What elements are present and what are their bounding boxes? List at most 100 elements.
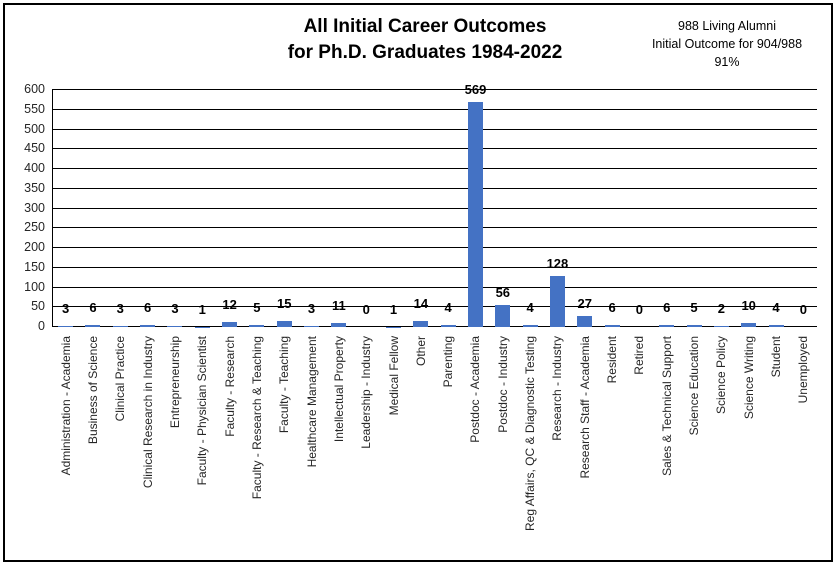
- bar-value-label: 1: [198, 301, 206, 317]
- x-category-label: Parenting: [441, 336, 456, 388]
- bar: [58, 325, 74, 327]
- bar-value-label: 5: [253, 300, 261, 316]
- y-tick-label: 400: [24, 161, 45, 175]
- bar: [604, 324, 620, 327]
- gridline: [52, 128, 817, 130]
- y-tick-label: 100: [24, 279, 45, 294]
- x-category-label: Unemployed: [796, 336, 811, 404]
- y-tick-label: 450: [24, 141, 45, 156]
- bar: [467, 102, 483, 327]
- bar: [249, 325, 265, 327]
- gridline: [52, 286, 817, 288]
- chart-frame: All Initial Career Outcomes for Ph.D. Gr…: [3, 3, 833, 562]
- bar: [577, 316, 593, 327]
- bar: [549, 276, 565, 327]
- x-category-label: Sales & Technical Support: [659, 336, 674, 476]
- bar-value-label: 0: [799, 302, 807, 317]
- y-tick-label: 250: [24, 220, 45, 235]
- y-axis-line: [52, 90, 53, 327]
- bar: [413, 321, 429, 327]
- bar-value-label: 27: [577, 296, 592, 312]
- bar: [140, 324, 156, 327]
- x-category-label: Postdoc - Academia: [468, 336, 483, 443]
- x-category-label: Research Staff - Academia: [577, 336, 592, 479]
- bar-value-label: 11: [332, 297, 346, 313]
- x-category-label: Reg Affairs, QC & Diagnostic Testing: [523, 336, 538, 531]
- gridline: [52, 148, 817, 150]
- bar-value-label: 3: [116, 300, 124, 316]
- bar-value-label: 10: [741, 298, 756, 314]
- x-category-label: Leadership - Industry: [359, 336, 374, 449]
- bar-value-label: 569: [464, 82, 487, 98]
- bar-value-label: 14: [413, 296, 429, 312]
- gridline: [52, 266, 817, 268]
- bar: [85, 324, 101, 327]
- x-category-label: Science Policy: [714, 336, 729, 415]
- bar: [659, 324, 675, 327]
- annotation-line-3: 91%: [714, 55, 740, 69]
- y-tick-label: 50: [31, 299, 45, 314]
- bar-value-label: 12: [222, 297, 237, 313]
- bar: [331, 322, 347, 327]
- bar-value-label: 5: [690, 300, 698, 316]
- chart-annotation: 988 Living Alumni Initial Outcome for 90…: [627, 17, 827, 71]
- x-category-label: Science Writing: [741, 336, 756, 420]
- gridline: [52, 187, 817, 189]
- gridline: [52, 207, 817, 209]
- bar-value-label: 2: [717, 301, 725, 317]
- gridline: [52, 247, 817, 248]
- bar-value-label: 0: [635, 302, 644, 317]
- x-axis-line: [52, 326, 817, 327]
- bar-value-label: 4: [444, 300, 452, 316]
- x-category-label: Retired: [632, 336, 647, 375]
- y-tick-label: 200: [24, 240, 45, 254]
- chart-title-line-2: for Ph.D. Graduates 1984-2022: [287, 42, 563, 63]
- y-tick-label: 550: [24, 101, 45, 116]
- y-tick-label: 300: [24, 200, 45, 215]
- x-category-label: Student: [769, 336, 784, 378]
- x-category-label: Business of Science: [85, 336, 100, 445]
- x-category-label: Faculty - Research & Teaching: [249, 336, 264, 500]
- bar-value-label: 3: [171, 300, 179, 316]
- y-tick-label: 0: [38, 319, 45, 333]
- annotation-line-1: 988 Living Alumni: [678, 19, 776, 33]
- bar: [440, 325, 456, 327]
- bar: [222, 322, 238, 327]
- bar-value-label: 4: [526, 300, 534, 316]
- x-category-label: Postdoc - Industry: [495, 336, 510, 433]
- bar: [495, 304, 511, 327]
- y-tick-label: 350: [24, 180, 45, 195]
- bar: [112, 325, 128, 327]
- x-category-label: Faculty - Research: [222, 336, 237, 437]
- annotation-line-2: Initial Outcome for 904/988: [651, 37, 803, 51]
- plot-area: 600 550 500 450 400 350 300 250 200 150 100 50 0 3 Adm…: [5, 5, 831, 560]
- y-tick-label: 600: [24, 82, 45, 96]
- x-category-label: Resident: [605, 336, 620, 384]
- bar-value-label: 6: [89, 299, 97, 315]
- x-category-label: Faculty - Teaching: [277, 336, 292, 434]
- x-category-label: Medical Fellow: [386, 336, 401, 416]
- bar: [741, 323, 757, 327]
- x-category-label: Healthcare Management: [304, 336, 319, 468]
- x-category-label: Other: [413, 336, 428, 367]
- chart-title: All Initial Career Outcomes for Ph.D. Gr…: [175, 14, 675, 66]
- x-category-label: Research - Industry: [550, 336, 565, 441]
- x-category-label: Faculty - Physician Scientist: [195, 336, 210, 486]
- bar-value-label: 6: [144, 299, 152, 315]
- bar-value-label: 0: [362, 302, 370, 317]
- bar-value-label: 1: [389, 301, 398, 317]
- bar: [713, 326, 729, 327]
- bar: [276, 321, 292, 327]
- chart-title-line-1: All Initial Career Outcomes: [303, 16, 547, 37]
- bar-value-label: 56: [495, 284, 511, 300]
- bar: [522, 325, 538, 327]
- x-category-label: Intellectual Property: [331, 336, 346, 443]
- gridline: [52, 168, 817, 169]
- x-category-label: Entrepreneurship: [167, 336, 182, 429]
- gridline: [52, 108, 817, 110]
- gridline: [52, 89, 817, 90]
- bar-value-label: 3: [62, 300, 70, 316]
- y-tick-label: 500: [24, 121, 45, 136]
- gridline: [52, 306, 817, 308]
